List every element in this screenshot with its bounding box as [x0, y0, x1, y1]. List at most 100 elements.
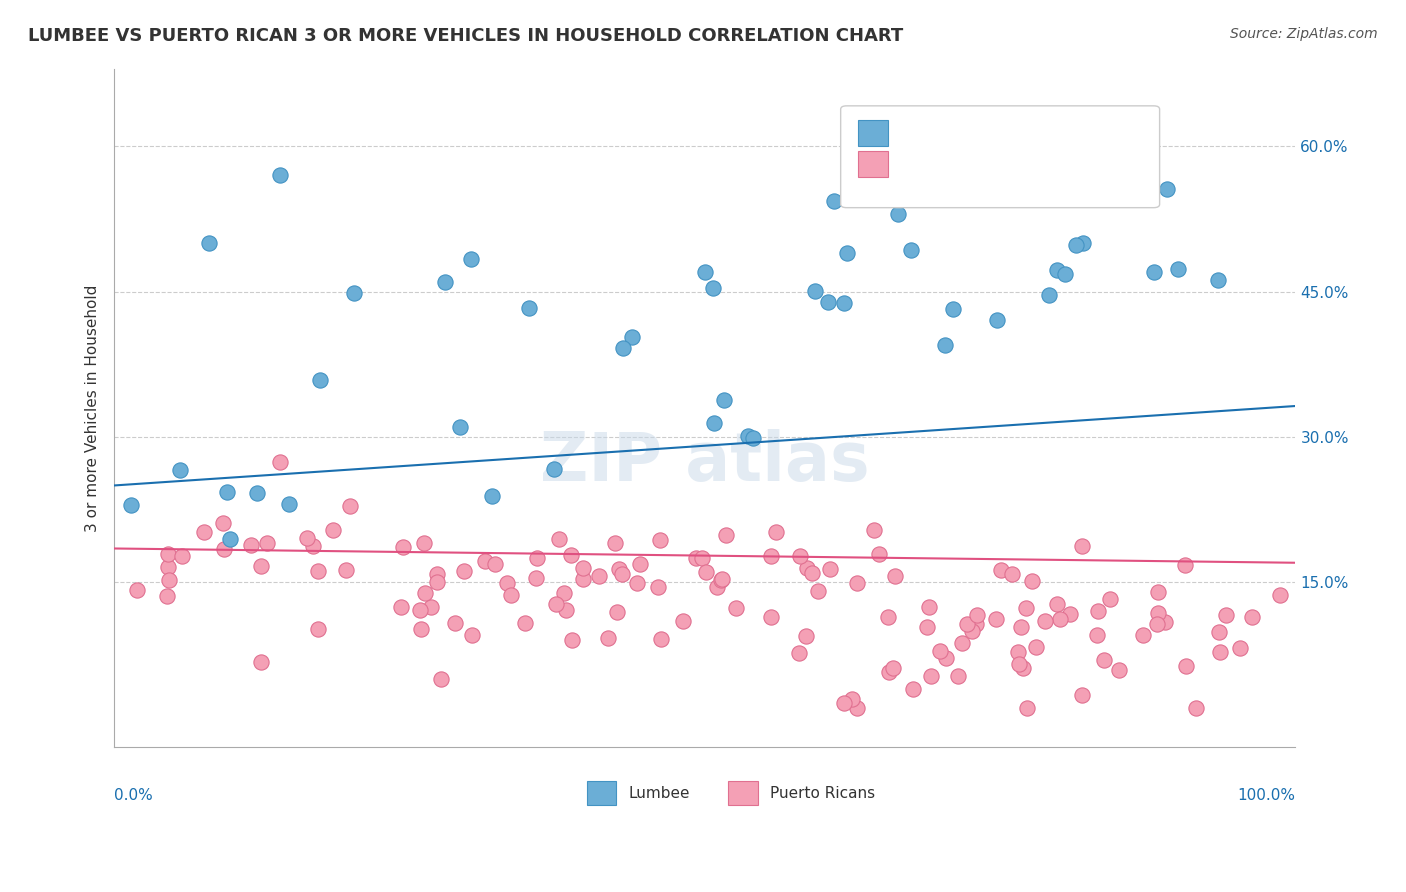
Point [389, 599, 412, 614]
Bar [586, 781, 616, 805]
Point [1015, 600, 1038, 615]
Point [127, 582, 149, 597]
Point [610, 566, 633, 581]
Point [169, 463, 191, 477]
Point [621, 330, 644, 344]
Point [765, 525, 787, 540]
Point [1099, 592, 1122, 607]
Text: 100.0%: 100.0% [1237, 788, 1295, 803]
Point [250, 655, 273, 669]
Point [1085, 628, 1108, 642]
Point [322, 523, 344, 537]
Point [392, 540, 415, 554]
Point [218, 532, 240, 546]
Point [1268, 588, 1291, 602]
Point [1108, 663, 1130, 677]
Point [307, 564, 329, 578]
Point [588, 568, 610, 582]
Point [900, 243, 922, 257]
Bar [728, 781, 758, 805]
Point [1097, 181, 1119, 195]
Point [1174, 558, 1197, 572]
Point [920, 669, 942, 683]
Point [1215, 607, 1237, 622]
Text: Puerto Ricans: Puerto Ricans [770, 786, 875, 801]
Point [845, 575, 868, 590]
Point [269, 168, 291, 182]
Point [606, 605, 628, 619]
Text: R =: R = [894, 126, 927, 141]
Point [1154, 615, 1177, 629]
Point [212, 542, 235, 557]
Point [692, 551, 714, 566]
Point [308, 373, 330, 387]
Point [672, 614, 695, 628]
Text: 0.0%: 0.0% [114, 788, 153, 803]
Point [711, 572, 734, 586]
Point [554, 603, 576, 617]
Point [560, 548, 582, 562]
Point [647, 580, 669, 594]
Point [685, 550, 707, 565]
Point [929, 644, 952, 658]
Text: 45: 45 [1066, 126, 1087, 141]
Point [517, 301, 540, 315]
Point [984, 612, 1007, 626]
Text: 137: 137 [1066, 156, 1097, 171]
Point [1240, 610, 1263, 624]
Point [193, 524, 215, 539]
Point [860, 141, 883, 155]
Point [626, 575, 648, 590]
Point [901, 682, 924, 697]
Point [1007, 645, 1029, 659]
Point [1147, 606, 1170, 620]
Point [946, 669, 969, 683]
Point [1046, 597, 1069, 611]
Point [460, 252, 482, 266]
Point [628, 557, 651, 571]
Point [499, 588, 522, 602]
Point [256, 536, 278, 550]
Point [524, 571, 547, 585]
Point [420, 599, 443, 614]
Point [307, 622, 329, 636]
Point [1132, 627, 1154, 641]
Point [884, 568, 907, 582]
Point [990, 563, 1012, 577]
Bar [859, 152, 889, 178]
Point [835, 245, 858, 260]
Point [1046, 263, 1069, 277]
Point [217, 484, 239, 499]
Point [789, 549, 811, 564]
Point [918, 600, 941, 615]
Point [1038, 288, 1060, 302]
Point [547, 533, 569, 547]
Point [841, 691, 863, 706]
Point [956, 617, 979, 632]
Point [481, 489, 503, 503]
Point [796, 560, 818, 574]
Point [1143, 265, 1166, 279]
Point [716, 528, 738, 542]
Point [426, 575, 449, 590]
Point [703, 416, 725, 430]
Point [197, 235, 219, 250]
Point [212, 516, 235, 530]
Point [713, 392, 735, 407]
Text: Source: ZipAtlas.com: Source: ZipAtlas.com [1230, 27, 1378, 41]
Point [157, 547, 180, 561]
Point [759, 610, 782, 624]
Point [702, 280, 724, 294]
Point [648, 533, 671, 548]
Text: LUMBEE VS PUERTO RICAN 3 OR MORE VEHICLES IN HOUSEHOLD CORRELATION CHART: LUMBEE VS PUERTO RICAN 3 OR MORE VEHICLE… [28, 27, 904, 45]
Point [876, 610, 898, 624]
Point [650, 632, 672, 647]
Point [156, 589, 179, 603]
Point [546, 597, 568, 611]
Point [1185, 701, 1208, 715]
Point [1017, 701, 1039, 715]
Point [915, 619, 938, 633]
Point [823, 194, 845, 208]
Point [120, 498, 142, 512]
Text: N =: N = [1018, 126, 1052, 141]
